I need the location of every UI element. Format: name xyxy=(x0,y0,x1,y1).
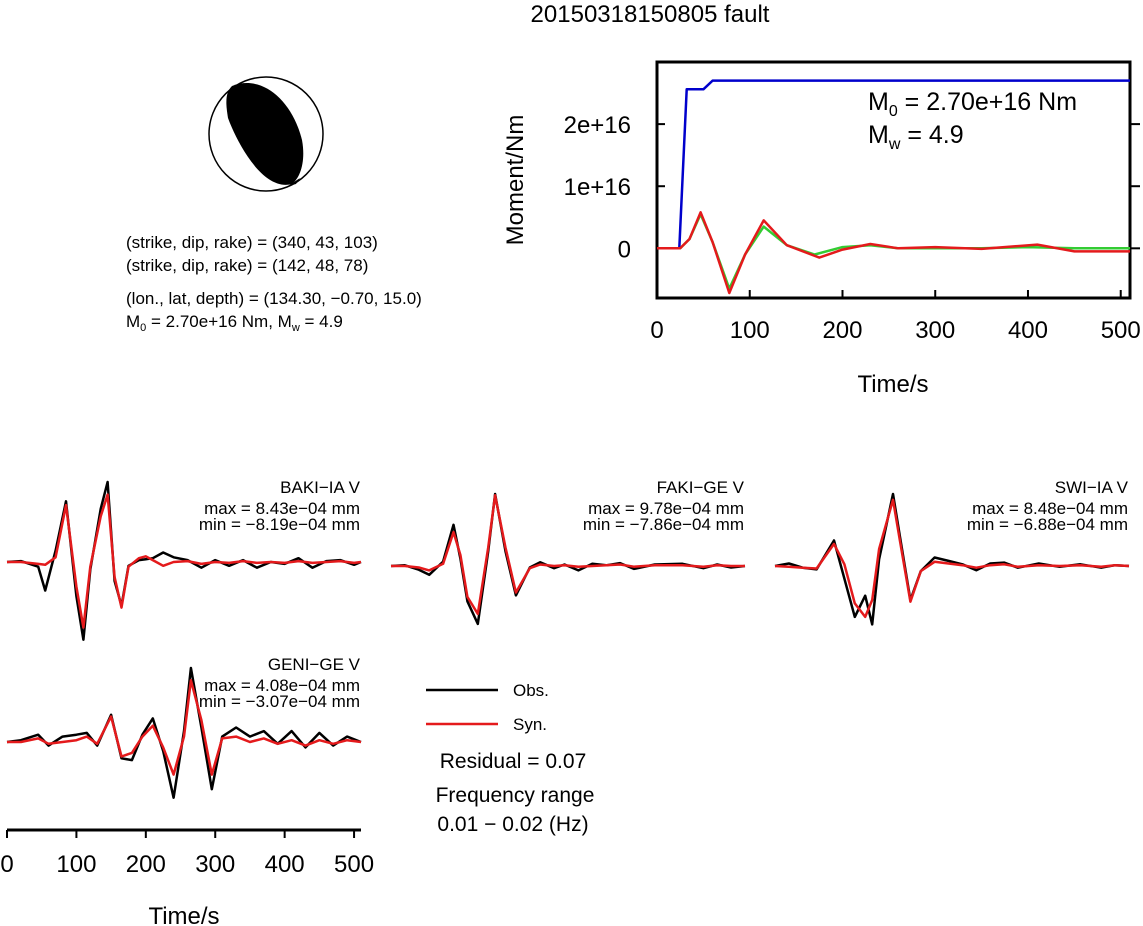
waveform-syn-line xyxy=(7,679,362,776)
residual-text: Residual = 0.07 xyxy=(440,750,587,773)
moment-rate-xtick-label: 500 xyxy=(1101,317,1141,344)
waveform-xtick-label: 0 xyxy=(0,851,13,878)
station-min-label: min = −3.07e−04 mm xyxy=(199,692,360,711)
moment-rate-xlabel: Time/s xyxy=(857,371,928,398)
moment-rate-xtick-label: 300 xyxy=(915,317,955,344)
waveform-xtick-label: 200 xyxy=(126,851,166,878)
location-text: (lon., lat, depth) = (134.30, −0.70, 15.… xyxy=(126,289,422,308)
mechanism-info: (strike, dip, rake) = (340, 43, 103) (st… xyxy=(126,233,422,334)
waveform-syn-line xyxy=(774,498,1130,619)
station-label: SWI−IA V xyxy=(1055,478,1129,497)
legend-obs-label: Obs. xyxy=(513,681,549,700)
station-max-label: max = 8.48e−04 mm xyxy=(972,499,1128,518)
station-min-label: min = −6.88e−04 mm xyxy=(967,515,1128,534)
moment-rate-ytick-label: 2e+16 xyxy=(564,112,631,139)
station-min-label: min = −7.86e−04 mm xyxy=(583,515,744,534)
waveform-xtick-label: 400 xyxy=(265,851,305,878)
legend-syn-label: Syn. xyxy=(513,715,547,734)
moment-rate-ytick-label: 1e+16 xyxy=(564,174,631,201)
station-label: GENI−GE V xyxy=(268,655,361,674)
moment-rate-chart: 0 100 200 300 400 500 0 1e+16 2e+16 Moment/Nm Ti… xyxy=(502,60,1141,398)
moment-rate-xtick-label: 200 xyxy=(822,317,862,344)
moment-rate-ylabel: Moment/Nm xyxy=(502,115,529,246)
moment-rate-mw-annotation: Mw = 4.9 xyxy=(868,121,964,153)
moment-rate-m0-annotation: M0 = 2.70e+16 Nm xyxy=(868,88,1077,120)
waveform-syn-line xyxy=(391,494,745,616)
moment-rate-xtick-label: 400 xyxy=(1008,317,1048,344)
moment-rate-xtick-label: 0 xyxy=(650,317,663,344)
frequency-title: Frequency range xyxy=(436,784,595,807)
waveform-xtick-label: 500 xyxy=(334,851,374,878)
station-min-label: min = −8.19e−04 mm xyxy=(199,515,360,534)
beachball-icon xyxy=(208,76,324,192)
station-label: BAKI−IA V xyxy=(280,478,361,497)
waveform-time-axis: Time/s 0 100 200 300 400 500 xyxy=(0,828,374,926)
figure-title: 20150318150805 fault xyxy=(531,1,770,28)
moment-rate-series-2 xyxy=(657,211,1130,295)
moment-text: M0 = 2.70e+16 Nm, Mw = 4.9 xyxy=(126,312,343,334)
waveform-xtick-label: 100 xyxy=(56,851,96,878)
station-label: FAKI−GE V xyxy=(657,478,745,497)
waveform-syn-line xyxy=(7,493,362,629)
waveform-obs-line xyxy=(6,666,362,799)
moment-rate-ytick-label: 0 xyxy=(618,236,631,263)
plane2-text: (strike, dip, rake) = (142, 48, 78) xyxy=(126,256,368,275)
station-max-label: max = 8.43e−04 mm xyxy=(204,499,360,518)
legend: Obs. Syn. Residual = 0.07 Frequency rang… xyxy=(426,681,594,836)
station-max-label: max = 4.08e−04 mm xyxy=(204,676,360,695)
frequency-value: 0.01 − 0.02 (Hz) xyxy=(437,813,588,836)
moment-rate-series-1 xyxy=(657,212,1130,290)
waveform-xtick-label: 300 xyxy=(195,851,235,878)
waveform-xlabel: Time/s xyxy=(148,903,219,926)
station-max-label: max = 9.78e−04 mm xyxy=(588,499,744,518)
moment-rate-frame xyxy=(655,60,1132,300)
plane1-text: (strike, dip, rake) = (340, 43, 103) xyxy=(126,233,378,252)
moment-rate-xtick-label: 100 xyxy=(730,317,770,344)
